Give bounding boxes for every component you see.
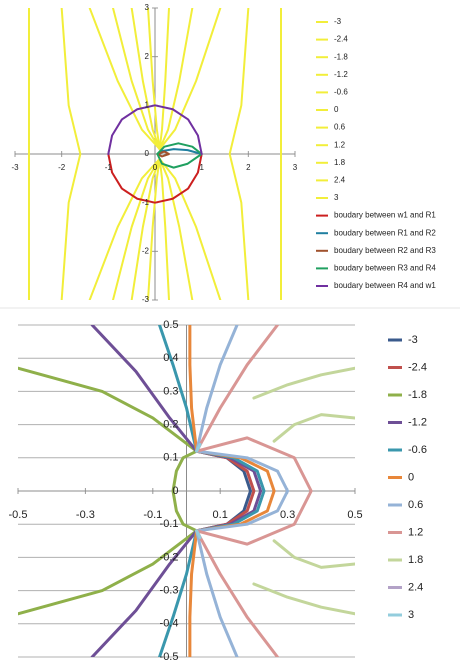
series-line	[130, 8, 161, 300]
legend-label: -0.6	[408, 444, 427, 456]
y-tick-label: 2	[145, 52, 150, 61]
y-tick-label: 3	[145, 3, 150, 12]
y-tick-label: -0.1	[160, 518, 179, 530]
y-tick-label: 0.2	[163, 419, 178, 431]
x-tick-label: -0.3	[76, 509, 95, 521]
y-tick-label: -0.4	[160, 618, 179, 630]
series-line	[195, 325, 313, 657]
legend-label: boudary between R4 and w1	[334, 281, 436, 290]
x-tick-label: 0.5	[347, 509, 362, 521]
legend-label: -1.8	[408, 389, 427, 401]
legend-label: 3	[408, 609, 414, 621]
legend-label: 0.6	[334, 123, 346, 132]
series-line	[156, 150, 170, 158]
legend-label: boudary between R3 and R4	[334, 264, 436, 273]
x-tick-label: 0.3	[280, 509, 295, 521]
legend-label: 2.4	[408, 581, 423, 593]
x-tick-label: 0.1	[213, 509, 228, 521]
legend-label: -0.6	[334, 88, 348, 97]
series-line	[18, 366, 199, 616]
y-tick-label: -2	[142, 246, 150, 255]
chart: -0.5 -0.3 -0.1 0.1 0.3 0.5 -0.5 -0.4 -0.3 -0.2 -0.…	[9, 319, 427, 663]
legend-label: -1.2	[334, 70, 348, 79]
series-group	[18, 325, 355, 657]
y-tick-label: -1	[142, 198, 150, 207]
series-line	[158, 8, 222, 300]
legend-label: 0.6	[408, 499, 423, 511]
series-line	[195, 443, 202, 539]
x-tick-label: -0.5	[9, 509, 28, 521]
x-tick-label: 3	[293, 163, 298, 172]
series-line	[158, 8, 194, 300]
x-tick-label: -2	[58, 163, 66, 172]
x-tick-label: 0	[153, 163, 158, 172]
x-tick-label: -3	[11, 163, 19, 172]
y-tick-label: 0.5	[163, 319, 178, 331]
legend-label: -2.4	[334, 35, 348, 44]
x-tick-label: 1	[199, 163, 204, 172]
series-line	[158, 8, 170, 300]
legend-label: 3	[334, 193, 339, 202]
legend-label: -2.4	[408, 361, 427, 373]
series-line	[228, 8, 250, 300]
legend-label: 1.2	[334, 140, 346, 149]
y-tick-label: 0.1	[163, 452, 178, 464]
y-tick-label: 0	[172, 485, 178, 497]
series-line	[195, 325, 290, 657]
chart: -3 -2 -1 0 1 2 3 -3 -2 -1 0 1 2 3 -3 -2.4 -1.8 -1.2 -0.6 0 0…	[11, 3, 436, 304]
x-tick-label: -1	[105, 163, 113, 172]
series-line	[60, 8, 82, 300]
series-line	[107, 153, 203, 204]
legend: -3 -2.4 -1.8 -1.2 -0.6 0 0.6 1.2 1.8 2.4 3 boudary …	[316, 17, 436, 290]
legend: -3 -2.4 -1.8 -1.2 -0.6 0 0.6 1.2 1.8 2.4 3	[388, 334, 427, 621]
legend-label: -3	[408, 334, 418, 346]
legend-label: 1.8	[334, 158, 346, 167]
series-line	[112, 8, 161, 300]
x-tick-label: 2	[246, 163, 251, 172]
series-group	[28, 8, 282, 300]
legend-label: boudary between R1 and R2	[334, 228, 436, 237]
series-line	[88, 8, 161, 300]
y-tick-label: -0.5	[160, 651, 179, 663]
legend-label: 2.4	[334, 176, 346, 185]
legend-label: 1.8	[408, 554, 423, 566]
series-line	[107, 104, 203, 155]
legend-label: 0	[408, 471, 414, 483]
legend-label: -1.8	[334, 52, 348, 61]
legend-label: boudary between R2 and R3	[334, 246, 436, 255]
legend-label: -3	[334, 17, 342, 26]
y-tick-label: 0.3	[163, 385, 178, 397]
legend-label: 0	[334, 105, 339, 114]
y-tick-label: -3	[142, 295, 150, 304]
y-tick-label: 1	[145, 100, 150, 109]
y-tick-label: 0.4	[163, 352, 178, 364]
x-tick-label: -0.1	[143, 509, 162, 521]
y-tick-label: 0	[145, 149, 150, 158]
series-line	[252, 366, 355, 616]
y-tick-label: -0.2	[160, 551, 179, 563]
y-tick-label: -0.3	[160, 585, 179, 597]
legend-label: 1.2	[408, 526, 423, 538]
legend-label: -1.2	[408, 416, 427, 428]
legend-label: boudary between w1 and R1	[334, 211, 436, 220]
